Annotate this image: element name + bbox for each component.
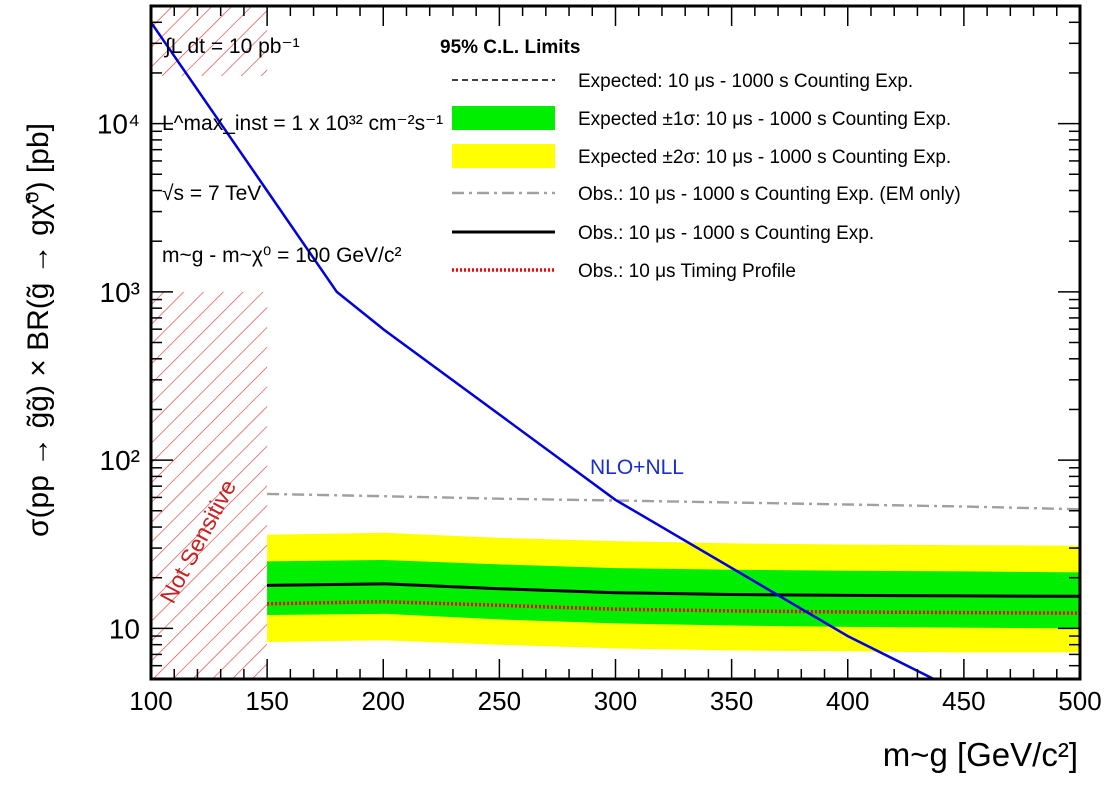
x-tick-label: 300 [594, 686, 637, 716]
y-tick-label: 10⁴ [97, 109, 140, 140]
legend-entry-label: Expected ±2σ: 10 μs - 1000 s Counting Ex… [578, 147, 951, 168]
plot-content [151, 6, 1080, 679]
x-tick-label: 500 [1058, 686, 1101, 716]
legend-entry-label: Obs.: 10 μs - 1000 s Counting Exp. (EM o… [578, 184, 961, 205]
legend-entry-label: Expected ±1σ: 10 μs - 1000 s Counting Ex… [578, 109, 951, 130]
y-tick-label: 10 [109, 613, 140, 644]
y-tick-labels: 10 10² 10³ 10⁴ [97, 109, 140, 645]
x-tick-label: 350 [710, 686, 753, 716]
legend-swatch [452, 106, 555, 130]
legend-entry-label: Expected: 10 μs - 1000 s Counting Exp. [578, 71, 913, 92]
legend: Expected: 10 μs - 1000 s Counting Exp. Ex… [452, 71, 961, 282]
legend-swatch [452, 144, 555, 168]
timing-profile-line [267, 599, 1080, 615]
integrated-luminosity-label: ∫L dt = 10 pb⁻¹ [164, 35, 300, 58]
nlo-nll-theory-line [151, 21, 935, 679]
expected-line [267, 583, 1080, 598]
plot-frame [149, 4, 1082, 681]
instantaneous-luminosity-label: L^max_inst = 1 x 10³² cm⁻²s⁻¹ [162, 112, 443, 135]
x-tick-labels: 100 150 200 250 300 350 400 450 500 [129, 686, 1101, 716]
observed-em-only-line [267, 492, 1080, 511]
x-tick-label: 250 [478, 686, 521, 716]
x-tick-label: 400 [826, 686, 869, 716]
axis-ticks [150, 5, 1081, 680]
x-tick-label: 450 [942, 686, 985, 716]
legend-title: 95% C.L. Limits [440, 37, 580, 58]
legend-entry-label: Obs.: 10 μs Timing Profile [578, 261, 796, 282]
nlo-nll-label: NLO+NLL [590, 456, 684, 479]
x-tick-label: 200 [362, 686, 405, 716]
not-sensitive-region-top [151, 6, 268, 76]
not-sensitive-region [151, 291, 268, 679]
y-axis-label: σ(pp → g̃g̃) × BR(g̃ → gχ̃⁰) [pb] [22, 123, 55, 537]
legend-entry-label: Obs.: 10 μs - 1000 s Counting Exp. [578, 223, 874, 244]
sqrt-s-label: √s = 7 TeV [162, 182, 261, 205]
x-tick-label: 150 [245, 686, 288, 716]
y-tick-label: 10³ [100, 277, 140, 308]
x-tick-label: 100 [129, 686, 172, 716]
mass-difference-label: m~g - m~χ⁰ = 100 GeV/c² [162, 244, 401, 267]
x-axis-label: m~g [GeV/c²] [883, 736, 1078, 773]
y-tick-label: 10² [100, 445, 140, 476]
